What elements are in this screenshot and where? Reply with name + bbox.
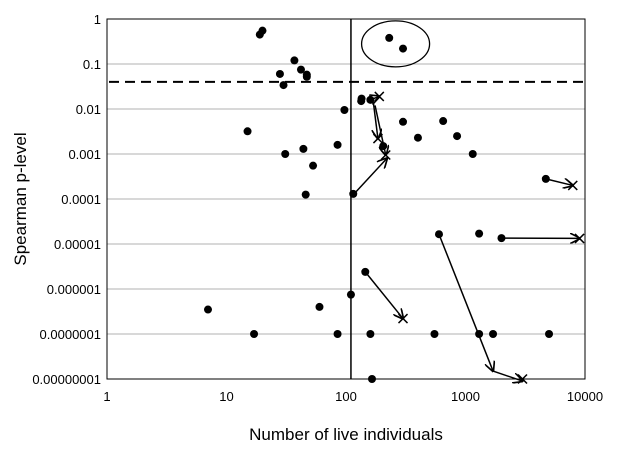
data-point <box>541 174 550 183</box>
gridlines <box>107 18 585 380</box>
data-point <box>315 302 324 311</box>
data-point <box>279 81 288 90</box>
reference-lines <box>109 19 583 379</box>
y-tick-label: 0.01 <box>76 102 101 117</box>
data-point <box>333 330 342 338</box>
arrow <box>492 370 522 381</box>
data-point <box>296 65 305 74</box>
data-point <box>250 330 259 338</box>
data-point <box>301 190 310 199</box>
data-point <box>275 69 284 78</box>
data-point <box>475 330 484 338</box>
y-tick-label: 0.00001 <box>54 237 101 252</box>
data-point <box>399 117 408 126</box>
data-point <box>475 229 484 238</box>
y-tick-label: 0.0000001 <box>40 327 101 342</box>
x-markers <box>372 91 585 385</box>
data-point <box>333 140 342 149</box>
y-tick-label: 0.00000001 <box>32 372 101 387</box>
data-point <box>366 330 375 338</box>
data-point <box>366 95 375 104</box>
arrow <box>545 179 573 186</box>
highlight-ellipse <box>360 20 431 68</box>
data-point <box>439 117 448 126</box>
data-point <box>290 56 299 65</box>
x-tick-label: 10 <box>219 389 233 404</box>
data-points <box>203 26 554 383</box>
data-point <box>385 33 394 42</box>
x-marker <box>374 91 385 102</box>
data-point <box>302 72 311 81</box>
y-tick-label: 0.0001 <box>61 192 101 207</box>
data-point <box>545 330 554 338</box>
annotations <box>354 20 579 381</box>
x-marker-stroke <box>374 91 385 102</box>
x-tick-label: 1 <box>103 389 110 404</box>
y-tick-label: 0.001 <box>68 147 101 162</box>
data-point <box>349 189 358 198</box>
x-axis-title: Number of live individuals <box>249 425 443 444</box>
y-tick-labels: 1 0.1 0.01 0.001 0.0001 0.00001 0.000001 0.0000… <box>32 12 101 387</box>
x-marker <box>567 180 578 191</box>
data-point <box>497 234 506 243</box>
data-point <box>357 97 366 106</box>
x-marker-stroke <box>567 180 578 191</box>
arrow <box>374 103 378 139</box>
x-marker <box>397 313 409 324</box>
data-point <box>309 161 318 170</box>
x-marker <box>574 233 585 244</box>
data-point <box>413 133 422 142</box>
x-marker <box>380 149 391 161</box>
x-marker-stroke <box>380 149 391 161</box>
data-point <box>361 267 370 276</box>
x-tick-label: 1000 <box>451 389 480 404</box>
data-point <box>243 127 252 136</box>
y-axis-title: Spearman p-level <box>11 132 30 265</box>
arrow <box>364 271 403 319</box>
data-point <box>299 144 308 153</box>
x-marker-stroke <box>574 233 585 244</box>
plot-frame <box>106 18 586 380</box>
data-point <box>379 142 388 151</box>
x-marker-stroke <box>397 313 409 324</box>
data-point <box>489 330 498 338</box>
data-point <box>399 44 408 53</box>
data-point <box>434 230 443 239</box>
data-point <box>430 330 439 338</box>
data-point <box>340 106 349 115</box>
data-point <box>255 30 264 39</box>
x-marker-stroke <box>372 133 383 144</box>
x-tick-label: 10000 <box>567 389 603 404</box>
data-point <box>468 150 477 158</box>
x-tick-label: 100 <box>335 389 357 404</box>
data-point <box>203 305 212 314</box>
x-tick-labels: 1 10 100 1000 10000 <box>103 389 603 404</box>
arrow <box>354 158 386 193</box>
arrow <box>438 233 493 371</box>
y-tick-label: 0.1 <box>83 57 101 72</box>
data-point <box>281 150 290 158</box>
y-tick-label: 0.000001 <box>47 282 101 297</box>
y-tick-label: 1 <box>94 12 101 27</box>
x-marker <box>372 133 383 144</box>
data-point <box>346 290 355 299</box>
data-point <box>453 132 462 141</box>
